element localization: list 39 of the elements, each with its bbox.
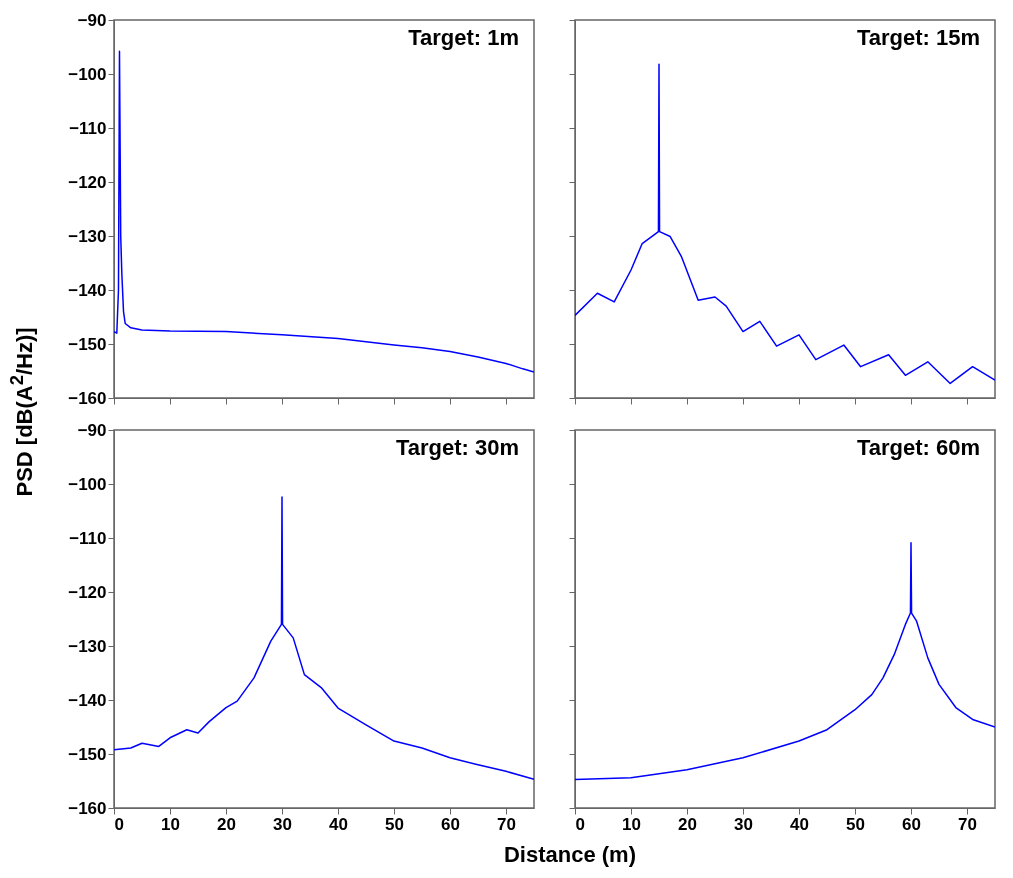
y-tick-label: −90 (77, 10, 107, 30)
y-tick-label: −110 (69, 528, 107, 548)
x-tick-label: 10 (161, 814, 180, 834)
x-tick-label: 40 (329, 814, 348, 834)
x-tick-label: 10 (622, 814, 641, 834)
x-tick-label: 60 (902, 814, 921, 834)
y-tick-label: −140 (68, 690, 107, 710)
y-tick-label: −130 (68, 226, 107, 246)
chart-title: Target: 30m (395, 435, 519, 460)
y-tick-label: −150 (68, 334, 107, 354)
x-tick-label: 0 (575, 814, 585, 834)
y-tick-label: −110 (69, 118, 107, 138)
x-tick-label: 40 (790, 814, 809, 834)
y-tick-label: −160 (68, 388, 107, 408)
y-tick-label: −90 (77, 420, 107, 440)
x-tick-label: 70 (958, 814, 977, 834)
y-tick-label: −160 (68, 798, 107, 818)
x-tick-label: 30 (734, 814, 753, 834)
x-tick-label: 20 (678, 814, 697, 834)
x-tick-label: 50 (385, 814, 404, 834)
x-tick-label: 50 (846, 814, 865, 834)
chart-title: Target: 15m (856, 25, 980, 50)
x-tick-label: 30 (273, 814, 292, 834)
chart-title: Target: 60m (856, 435, 980, 460)
x-tick-label: 70 (497, 814, 516, 834)
y-tick-label: −100 (68, 64, 107, 84)
x-tick-label: 60 (441, 814, 460, 834)
y-tick-label: −140 (68, 280, 107, 300)
y-tick-label: −120 (68, 582, 107, 602)
line-series (114, 50, 534, 373)
x-tick-label: 20 (217, 814, 236, 834)
chart-title: Target: 1m (408, 25, 519, 50)
y-tick-label: −150 (68, 744, 107, 764)
x-tick-label: 0 (114, 814, 124, 834)
y-tick-label: −130 (68, 636, 107, 656)
line-series (114, 496, 534, 781)
y-tick-label: −100 (68, 474, 107, 494)
x-axis-title: Distance (m) (503, 842, 637, 868)
y-tick-label: −120 (68, 172, 107, 192)
